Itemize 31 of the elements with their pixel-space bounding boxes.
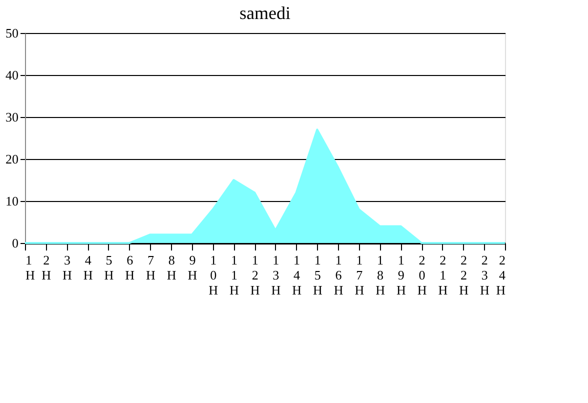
x-tick-label: 20H	[417, 252, 427, 298]
x-tick-label: 22H	[459, 252, 468, 298]
x-tick-label: 3H	[62, 252, 72, 282]
x-tick-label: 2H	[42, 252, 52, 282]
y-tick-label: 40	[6, 68, 18, 82]
x-tick-label: 6H	[125, 252, 135, 282]
x-tick-label: 16H	[334, 252, 344, 298]
x-tick-label: 8H	[166, 252, 176, 282]
x-tick-label: 21H	[438, 252, 448, 298]
x-tick-label: 5H	[104, 252, 114, 282]
y-tick-label: 10	[6, 194, 18, 208]
x-tick-label: 10H	[208, 252, 218, 298]
y-tick-label: 50	[6, 26, 18, 40]
x-tick-label: 15H	[312, 252, 322, 298]
x-tick-label: 12H	[250, 252, 260, 298]
x-tick-label: 19H	[396, 252, 406, 298]
x-tick-label: 9H	[188, 252, 198, 282]
x-tick-label: 14H	[292, 252, 302, 298]
chart-title: samedi	[240, 3, 290, 23]
x-tick-label: 18H	[376, 252, 385, 298]
y-tick-label: 20	[6, 152, 18, 166]
y-tick-label: 30	[6, 110, 18, 124]
x-tick-label: 7H	[146, 252, 156, 282]
x-tick-label: 24H	[496, 252, 506, 298]
x-tick-label: 23H	[480, 252, 490, 298]
x-tick-label: 11H	[230, 252, 239, 298]
x-tick-label: 4H	[83, 252, 93, 282]
x-tick-label: 13H	[271, 252, 281, 298]
x-tick-label: 17H	[354, 252, 364, 298]
x-tick-label: 1H	[26, 252, 35, 282]
y-tick-label: 0	[12, 236, 18, 250]
